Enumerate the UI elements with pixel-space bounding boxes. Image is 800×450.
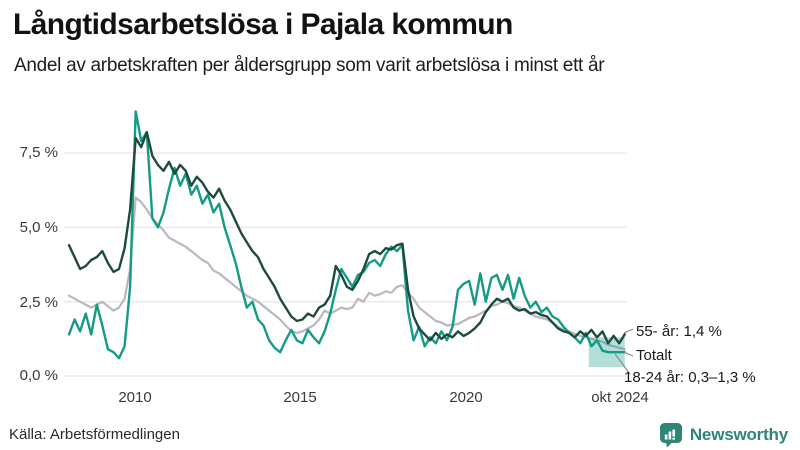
annotation-youth: 18-24 år: 0,3–1,3 % [624,369,756,386]
y-axis-tick-2-5: 2,5 % [19,294,58,311]
newsworthy-wordmark: Newsworthy [689,425,788,444]
source-note: Källa: Arbetsförmedlingen [9,426,180,443]
newsworthy-icon [659,423,682,448]
x-axis-tick-okt-2024: okt 2024 [591,389,649,406]
page-subtitle: Andel av arbetskraften per åldersgrupp s… [14,55,605,76]
x-axis-tick-2020: 2020 [449,389,483,406]
y-axis-tick-5-0: 5,0 % [19,219,58,236]
x-axis-tick-2015: 2015 [283,389,317,406]
annotation-total: Totalt [636,347,672,364]
page-title: Långtidsarbetslösa i Pajala kommun [13,8,513,41]
newsworthy-logo: Newsworthy [659,422,788,448]
annotation-55plus: 55- år: 1,4 % [636,323,722,340]
y-axis-tick-0-0: 0,0 % [19,367,58,384]
y-axis-tick-7-5: 7,5 % [19,144,58,161]
x-axis-tick-2010: 2010 [118,389,152,406]
